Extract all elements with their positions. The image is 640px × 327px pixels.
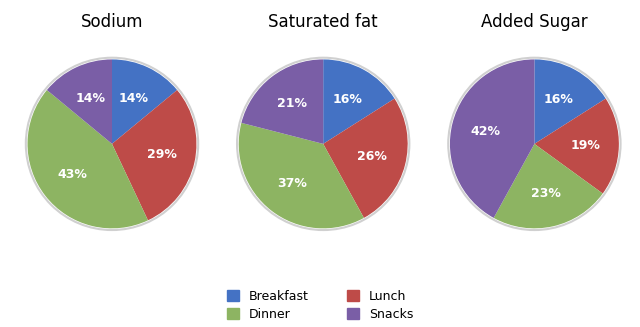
Wedge shape bbox=[28, 90, 148, 228]
Wedge shape bbox=[534, 99, 619, 194]
Title: Saturated fat: Saturated fat bbox=[268, 13, 378, 31]
Wedge shape bbox=[450, 60, 534, 218]
Wedge shape bbox=[323, 60, 394, 144]
Wedge shape bbox=[493, 144, 603, 228]
Text: 21%: 21% bbox=[277, 97, 307, 110]
Legend: Breakfast, Dinner, Lunch, Snacks: Breakfast, Dinner, Lunch, Snacks bbox=[227, 290, 413, 321]
Text: 16%: 16% bbox=[544, 93, 573, 106]
Wedge shape bbox=[241, 60, 323, 144]
Text: 43%: 43% bbox=[57, 168, 87, 181]
Text: 16%: 16% bbox=[333, 93, 362, 106]
Title: Sodium: Sodium bbox=[81, 13, 143, 31]
Text: 14%: 14% bbox=[76, 92, 106, 105]
Wedge shape bbox=[323, 99, 408, 218]
Text: 23%: 23% bbox=[531, 187, 561, 200]
Wedge shape bbox=[239, 123, 364, 228]
Text: 26%: 26% bbox=[357, 150, 387, 163]
Wedge shape bbox=[112, 60, 177, 144]
Text: 29%: 29% bbox=[147, 148, 177, 162]
Text: 37%: 37% bbox=[277, 178, 307, 190]
Wedge shape bbox=[112, 90, 196, 220]
Wedge shape bbox=[47, 60, 112, 144]
Text: 14%: 14% bbox=[118, 92, 148, 105]
Title: Added Sugar: Added Sugar bbox=[481, 13, 588, 31]
Text: 19%: 19% bbox=[570, 139, 600, 152]
Wedge shape bbox=[534, 60, 605, 144]
Text: 42%: 42% bbox=[470, 125, 500, 138]
